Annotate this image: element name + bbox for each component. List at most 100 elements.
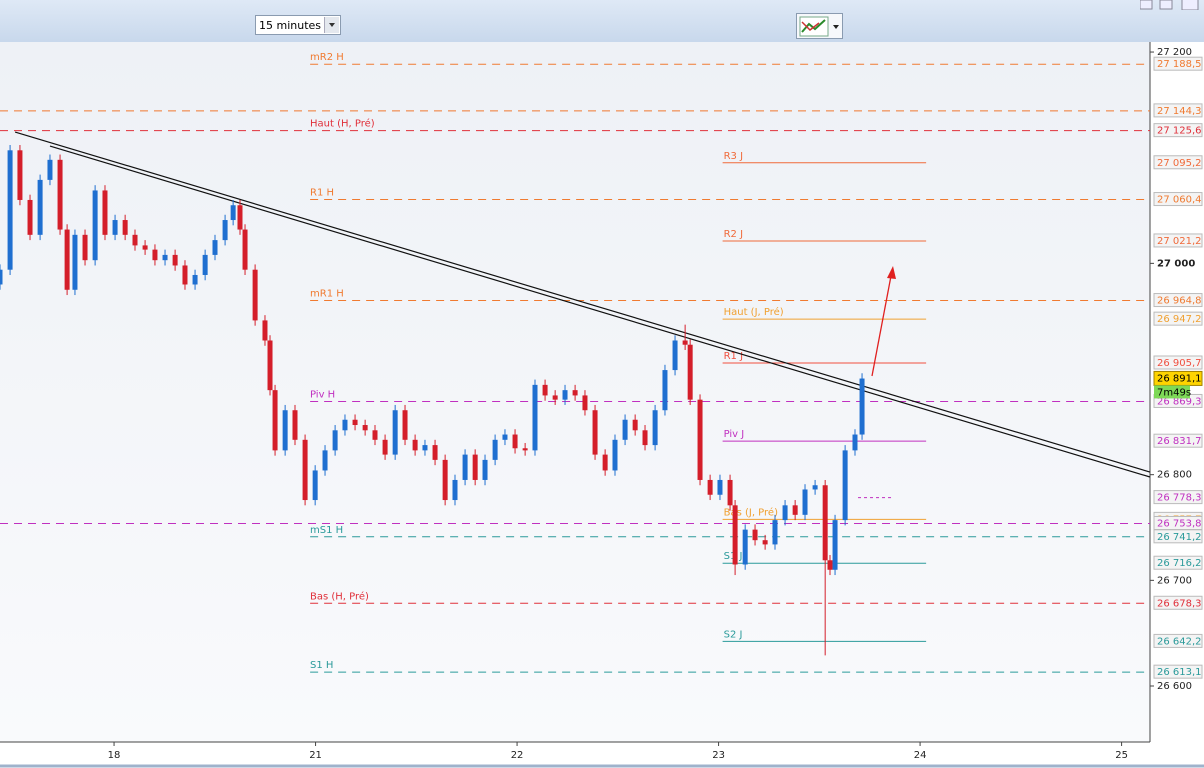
level-tag — [1153, 664, 1203, 679]
candle-body — [822, 485, 828, 561]
trendline — [14, 131, 1151, 473]
level-tag — [1153, 56, 1203, 71]
level-tag — [1153, 490, 1203, 505]
window-icons — [1140, 0, 1199, 10]
candle-body — [572, 390, 578, 396]
candle-body — [202, 254, 208, 275]
candle-body — [27, 199, 33, 235]
level-label: S1 H — [310, 660, 333, 671]
candle-body — [322, 450, 328, 471]
countdown-label: 7m49s — [1157, 387, 1191, 398]
level-tag-label: 26 831,7 — [1157, 436, 1202, 447]
candle-body — [752, 529, 758, 541]
candle-body — [342, 419, 348, 431]
candle-body — [492, 439, 498, 460]
level-tag-label: 26 613,1 — [1157, 667, 1202, 678]
timeframe-select[interactable]: 15 minutes — [255, 15, 341, 35]
level-tag-label: 27 060,4 — [1157, 195, 1202, 206]
dropdown-arrow — [324, 17, 339, 33]
candle-body — [212, 240, 218, 255]
annotation-arrow — [871, 266, 896, 377]
candle-body — [612, 439, 618, 471]
level-tag — [1153, 233, 1203, 248]
level-tag — [1153, 433, 1203, 448]
candle-body — [7, 150, 13, 270]
y-tick-label: 27 000 — [1157, 258, 1195, 269]
candle-body — [727, 479, 733, 506]
level-tag — [1153, 103, 1203, 118]
level-tag-label: 26 716,2 — [1157, 558, 1202, 569]
level-tag — [1153, 595, 1203, 610]
level-tag-label: 26 964,8 — [1157, 296, 1202, 307]
time-axis — [0, 742, 1204, 768]
candle-body — [282, 410, 288, 451]
candle-body — [392, 410, 398, 455]
candle-body — [642, 430, 648, 446]
countdown-tag — [1154, 385, 1190, 399]
candle-body — [192, 274, 198, 285]
candle-body — [442, 459, 448, 501]
candle-body — [762, 540, 768, 545]
candle-body — [82, 234, 88, 261]
candle-body — [452, 479, 458, 501]
candle-body — [0, 269, 3, 285]
candle-body — [782, 505, 788, 521]
candle-body — [482, 459, 488, 480]
candle-body — [312, 470, 318, 501]
candle-body — [472, 454, 478, 480]
candle-body — [552, 395, 558, 400]
candle-body — [122, 220, 128, 235]
level-tag-label: 26 642,2 — [1157, 636, 1202, 647]
candle-body — [230, 205, 236, 221]
level-label: Haut (H, Pré) — [310, 118, 375, 130]
candle-body — [262, 320, 268, 341]
candle-body — [162, 254, 168, 261]
y-tick-label: 26 800 — [1157, 470, 1192, 481]
level-tag-label: 26 869,3 — [1157, 396, 1202, 407]
candle-body — [522, 448, 528, 451]
candle-body — [592, 410, 598, 455]
candle-body — [64, 229, 70, 290]
candle-body — [432, 445, 438, 460]
chart-tools-button[interactable] — [796, 13, 843, 39]
candle-body — [112, 220, 118, 235]
candle-body — [792, 505, 798, 515]
candle-body — [652, 410, 658, 446]
level-tag-label: 26 753,8 — [1157, 518, 1202, 529]
level-tag-label: 26 741,2 — [1157, 532, 1202, 543]
candle-body — [697, 399, 703, 480]
candle-body — [292, 410, 298, 440]
level-tag-label: 26 905,7 — [1157, 358, 1202, 369]
candle-body — [172, 254, 178, 266]
level-tag-label: 27 021,2 — [1157, 236, 1202, 247]
candle-body — [332, 430, 338, 451]
candle-body — [142, 245, 148, 250]
candle-body — [242, 229, 248, 270]
level-tag — [1153, 355, 1203, 370]
level-tag — [1153, 311, 1203, 326]
level-label: Bas (H, Pré) — [310, 590, 369, 602]
y-tick-label: 26 700 — [1157, 575, 1192, 586]
candle-body — [827, 560, 833, 570]
candle-body — [382, 439, 388, 455]
timeframe-text: 15 minutes — [259, 19, 322, 32]
candle-body — [512, 434, 518, 449]
candle-body — [237, 205, 243, 230]
level-tag — [1153, 123, 1203, 138]
candle-body — [832, 520, 838, 570]
level-label: R1 J — [724, 351, 743, 362]
candle-body — [682, 340, 688, 345]
x-tick-label: 24 — [914, 750, 927, 761]
candle-body — [252, 269, 258, 321]
candle-body — [302, 439, 308, 501]
candle-body — [102, 190, 108, 235]
candle-body — [542, 384, 548, 396]
level-tag-label: 26 778,3 — [1157, 493, 1202, 504]
level-label: mS1 H — [310, 525, 343, 536]
y-tick-label: 27 200 — [1157, 47, 1192, 58]
candle-body — [72, 234, 78, 290]
candle-body — [37, 179, 43, 235]
level-label: Piv H — [310, 389, 335, 400]
candle-body — [562, 390, 568, 400]
